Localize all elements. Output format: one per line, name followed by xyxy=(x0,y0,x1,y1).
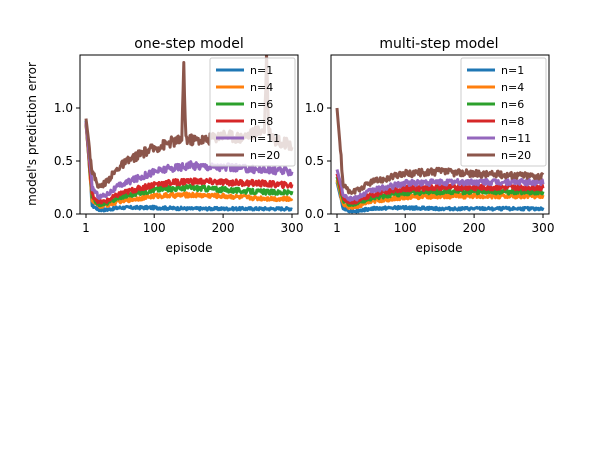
axes-frame xyxy=(330,54,550,215)
series-line-n8 xyxy=(84,122,294,205)
legend-label: n=4 xyxy=(250,81,273,94)
series-line-n4 xyxy=(84,123,294,209)
series-line-n20 xyxy=(335,107,545,195)
legend-label: n=8 xyxy=(250,115,273,128)
x-tick-label: 1 xyxy=(333,221,341,235)
series-line-n1 xyxy=(84,120,293,213)
legend-label: n=6 xyxy=(501,98,524,111)
x-axis-label: episode xyxy=(166,241,213,255)
legend-label: n=11 xyxy=(501,132,531,145)
series-line-n8 xyxy=(335,173,545,205)
x-tick-label: 200 xyxy=(463,221,486,235)
y-tick-label: 0.5 xyxy=(54,154,73,168)
x-tick-label: 100 xyxy=(394,221,417,235)
legend-label: n=11 xyxy=(250,132,280,145)
multi-step-panel: multi-step model episode 1 100 200 300 0.0 0.… xyxy=(305,36,555,255)
plot-area xyxy=(84,55,294,213)
series-line-n1 xyxy=(335,181,545,214)
series-line-n11 xyxy=(84,121,294,200)
y-tick-label: 0.5 xyxy=(305,154,324,168)
series-line-n11 xyxy=(335,169,545,202)
x-tick-label: 200 xyxy=(212,221,235,235)
plot-area xyxy=(335,107,545,214)
axis-ticks: 1 100 200 300 0.0 0.5 1.0 xyxy=(305,101,555,235)
axes-frame xyxy=(79,54,299,215)
y-tick-label: 0.0 xyxy=(54,207,73,221)
legend-label: n=20 xyxy=(501,149,531,162)
legend-label: n=6 xyxy=(250,98,273,111)
legend-label: n=1 xyxy=(250,64,273,77)
chart-title: one-step model xyxy=(134,36,243,52)
legend-label: n=20 xyxy=(250,149,280,162)
y-tick-label: 0.0 xyxy=(305,207,324,221)
x-axis-label: episode xyxy=(416,241,463,255)
x-tick-label: 1 xyxy=(82,221,90,235)
x-tick-label: 300 xyxy=(532,221,555,235)
x-tick-label: 100 xyxy=(143,221,166,235)
legend: n=1 n=4 n=6 n=8 n=11 n=20 xyxy=(209,57,296,167)
y-tick-label: 1.0 xyxy=(54,101,73,115)
x-tick-label: 300 xyxy=(281,221,304,235)
axis-ticks: 1 100 200 300 0.0 0.5 1.0 xyxy=(54,101,304,235)
series-line-n4 xyxy=(335,179,545,210)
series-line-n6 xyxy=(84,123,294,208)
one-step-panel: one-step model episode model's predictio… xyxy=(25,36,303,255)
legend-label: n=1 xyxy=(501,64,524,77)
chart-title: multi-step model xyxy=(379,36,498,52)
legend-label: n=8 xyxy=(501,115,524,128)
legend-label: n=4 xyxy=(501,81,524,94)
legend: n=1 n=4 n=6 n=8 n=11 n=20 xyxy=(460,57,547,167)
y-axis-label: model's prediction error xyxy=(25,62,39,206)
y-tick-label: 1.0 xyxy=(305,101,324,115)
